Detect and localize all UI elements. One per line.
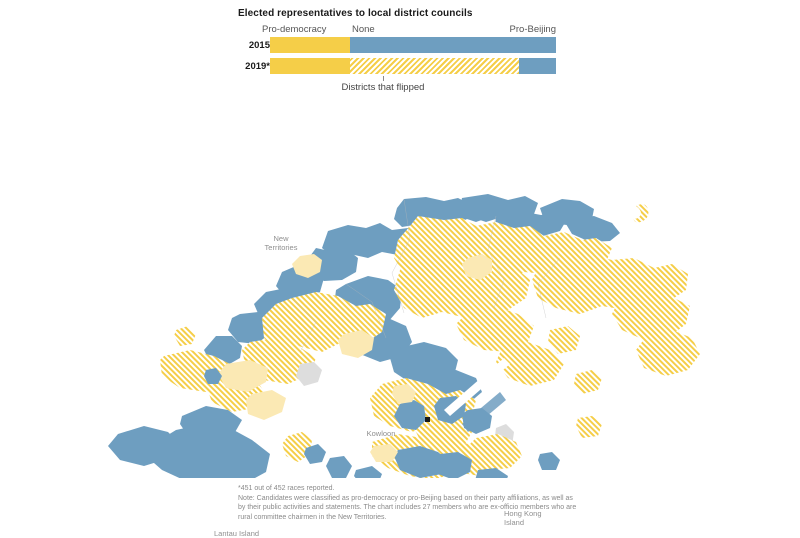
map-region-nt-flipped-east xyxy=(532,254,700,376)
map-district-boundaries xyxy=(291,198,561,353)
bar-row-label-2019: 2019* xyxy=(245,61,270,72)
map-region-outlying-islands xyxy=(174,326,602,478)
footnotes: *451 out of 452 races reported. Note: Ca… xyxy=(238,484,578,522)
chart-title: Elected representatives to local distric… xyxy=(238,8,473,19)
map-region-outlying-island-ne xyxy=(633,204,649,223)
bar-2019-flipped-segment xyxy=(350,58,519,74)
map-region-hong-kong-island xyxy=(370,434,522,478)
map-water-victoria-harbour xyxy=(444,358,510,432)
bar-2015-pro-democracy-segment xyxy=(270,37,350,53)
flipped-annotation-tick xyxy=(383,76,384,81)
hong-kong-district-map: New Territories Kowloon Hong Kong Island… xyxy=(0,98,800,538)
map-label-lantau-island: Lantau Island xyxy=(214,529,260,538)
bar-2019 xyxy=(270,58,556,74)
footnote-races-reported: *451 out of 452 races reported. xyxy=(238,485,335,492)
bar-2015-pro-beijing-segment xyxy=(350,37,556,53)
bar-2015 xyxy=(270,37,556,53)
axis-label-pro-beijing: Pro-Beijing xyxy=(509,24,556,35)
axis-label-pro-democracy: Pro-democracy xyxy=(262,24,327,35)
bar-2019-pro-democracy-segment xyxy=(270,58,350,74)
axis-label-none: None xyxy=(352,24,375,35)
flipped-annotation-label: Districts that flipped xyxy=(341,82,425,93)
bar-2019-pro-beijing-segment xyxy=(519,58,556,74)
footnote-methodology: Note: Candidates were classified as pro-… xyxy=(238,494,577,521)
map-region-nt-hold-patch xyxy=(246,254,492,420)
bar-row-label-2015: 2015 xyxy=(248,40,270,51)
map-region-sha-tau-kok xyxy=(540,199,620,242)
hk-map-svg xyxy=(108,194,700,478)
